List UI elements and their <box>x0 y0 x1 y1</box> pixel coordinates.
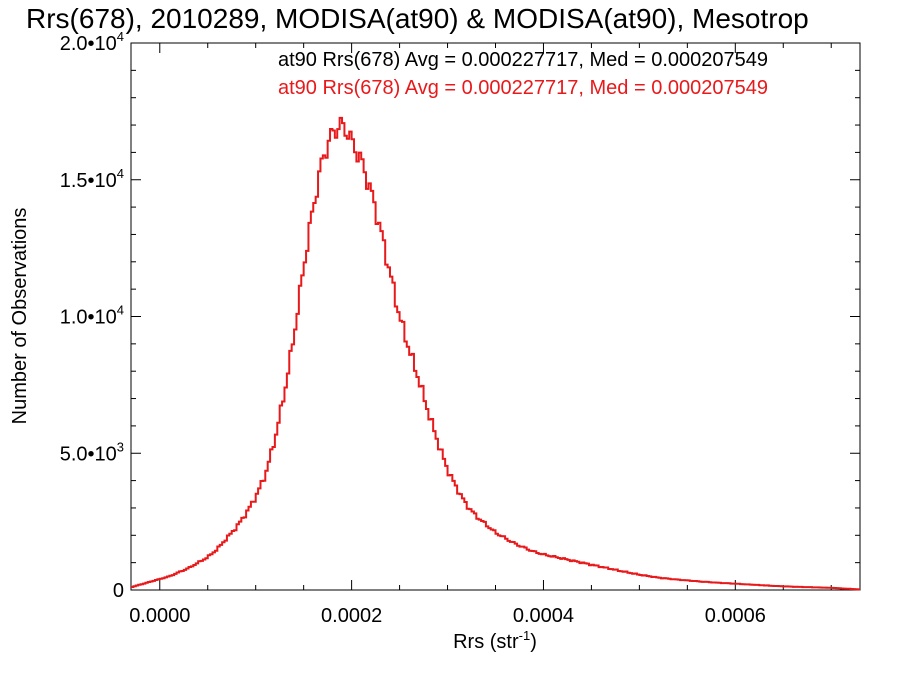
x-axis-ticks <box>159 43 832 590</box>
annotation-red: at90 Rrs(678) Avg = 0.000227717, Med = 0… <box>278 77 768 99</box>
x-axis-label-main: Rrs (str <box>453 631 519 653</box>
y-tick-label-base: 1.0•10 <box>60 307 117 329</box>
x-tick-label: 0.0004 <box>513 605 574 627</box>
y-tick-label-base: 2.0•10 <box>60 33 117 55</box>
y-tick-label-base: 0 <box>113 580 124 602</box>
y-tick-label: 0 <box>113 580 124 602</box>
plot-frame <box>130 42 861 591</box>
y-tick-label: 1.5•104 <box>60 166 124 192</box>
y-tick-label-exponent: 3 <box>117 439 124 454</box>
x-axis-label-superscript: -1 <box>519 628 531 643</box>
y-tick-label-exponent: 4 <box>117 166 124 181</box>
y-tick-label-exponent: 4 <box>117 29 124 44</box>
y-tick-label-base: 5.0•10 <box>60 443 117 465</box>
y-tick-label: 1.0•104 <box>60 303 124 329</box>
y-tick-label: 2.0•104 <box>60 29 124 55</box>
x-tick-label: 0.0002 <box>321 605 382 627</box>
x-axis-label: Rrs (str-1) <box>453 628 537 653</box>
chart-title: Rrs(678), 2010289, MODISA(at90) & MODISA… <box>26 3 809 34</box>
y-axis-ticks <box>131 42 860 591</box>
x-axis-label-close: ) <box>530 631 537 653</box>
y-tick-label-base: 1.5•10 <box>60 170 117 192</box>
histogram-series-line <box>131 116 860 591</box>
y-tick-label: 5.0•103 <box>60 439 124 465</box>
x-axis-tick-labels: 0.0000 0.0002 0.0004 0.0006 <box>129 605 766 627</box>
y-tick-label-exponent: 4 <box>117 303 124 318</box>
x-tick-label: 0.0006 <box>705 605 766 627</box>
annotation-black: at90 Rrs(678) Avg = 0.000227717, Med = 0… <box>278 49 768 71</box>
x-tick-label: 0.0000 <box>129 605 190 627</box>
y-axis-label: Number of Observations <box>9 208 31 425</box>
